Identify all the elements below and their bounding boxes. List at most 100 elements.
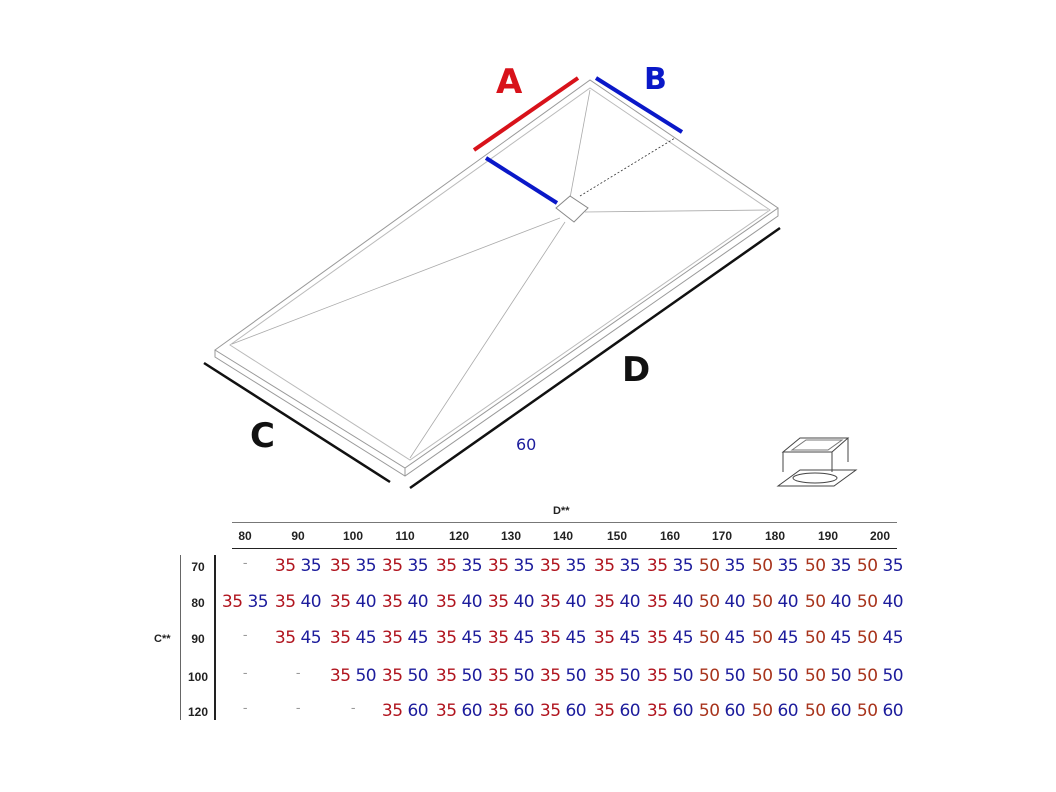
table-cell: 50 45 bbox=[751, 628, 799, 648]
value-a: 35 bbox=[593, 701, 615, 721]
table-cell: 50 60 bbox=[804, 701, 852, 721]
value-a: 35 bbox=[381, 666, 403, 686]
value-b: 50 bbox=[667, 666, 694, 686]
column-header-80: 80 bbox=[238, 529, 252, 543]
table-cell: 50 60 bbox=[698, 701, 746, 721]
value-b: 45 bbox=[402, 628, 429, 648]
table-cell: 35 35 bbox=[594, 556, 641, 576]
value-a: 50 bbox=[698, 628, 720, 648]
table-cell: 50 45 bbox=[857, 628, 904, 648]
table-cell: - bbox=[295, 701, 301, 716]
column-header-160: 160 bbox=[659, 529, 681, 543]
value-a: 50 bbox=[856, 666, 878, 686]
value-a: 50 bbox=[751, 592, 773, 612]
value-a: 50 bbox=[751, 666, 773, 686]
table-cell: 35 40 bbox=[593, 592, 641, 612]
table-cell: 50 35 bbox=[857, 556, 904, 576]
value-a: 35 bbox=[646, 556, 668, 576]
value-b: 50 bbox=[456, 666, 483, 686]
column-header-100: 100 bbox=[342, 529, 364, 543]
table-cell: - bbox=[242, 556, 248, 571]
note-60: 60 bbox=[516, 435, 537, 454]
value-a: 50 bbox=[804, 666, 826, 686]
column-header-130: 130 bbox=[500, 529, 522, 543]
table-cell: 35 40 bbox=[382, 592, 429, 612]
value-b: 60 bbox=[719, 701, 746, 721]
value-b: 40 bbox=[402, 592, 429, 612]
column-header-200: 200 bbox=[869, 529, 891, 543]
dimension-a-line bbox=[472, 76, 580, 152]
table-cell: 35 60 bbox=[593, 701, 641, 721]
table-cell: 35 45 bbox=[436, 628, 483, 648]
table-cell: 35 35 bbox=[329, 556, 377, 576]
table-cell: 35 45 bbox=[488, 628, 535, 648]
value-b: 40 bbox=[508, 592, 535, 612]
table-cell: 35 45 bbox=[382, 628, 429, 648]
row-rule-outer bbox=[180, 555, 181, 720]
value-b: 40 bbox=[877, 592, 904, 612]
label-c: C bbox=[250, 416, 275, 456]
value-b: 60 bbox=[825, 701, 852, 721]
column-header-90: 90 bbox=[291, 529, 305, 543]
value-a: 50 bbox=[698, 701, 720, 721]
value-b: 45 bbox=[877, 628, 904, 648]
value-a: 35 bbox=[329, 666, 351, 686]
value-a: 35 bbox=[539, 556, 561, 576]
value-a: 35 bbox=[593, 592, 615, 612]
table-cell: 35 45 bbox=[330, 628, 377, 648]
value-a: 50 bbox=[698, 666, 720, 686]
table-cell: 35 45 bbox=[593, 628, 641, 648]
value-b: 60 bbox=[560, 701, 587, 721]
table-cell: 35 60 bbox=[436, 701, 483, 721]
value-a: 35 bbox=[646, 592, 668, 612]
value-a: 35 bbox=[487, 556, 509, 576]
table-cell: 50 40 bbox=[805, 592, 852, 612]
value-b: 40 bbox=[456, 592, 483, 612]
table-cell: 35 35 bbox=[222, 592, 269, 612]
value-b: 60 bbox=[667, 701, 694, 721]
table-cell: 35 40 bbox=[539, 592, 587, 612]
table-cell: 35 60 bbox=[540, 701, 587, 721]
value-b: 60 bbox=[402, 701, 429, 721]
value-a: 35 bbox=[435, 592, 457, 612]
table-cell: 50 60 bbox=[857, 701, 904, 721]
table-cell: 35 50 bbox=[594, 666, 641, 686]
value-a: 35 bbox=[329, 592, 351, 612]
table-cell: 35 50 bbox=[436, 666, 483, 686]
table-cell: 35 40 bbox=[329, 592, 377, 612]
value-a: 35 bbox=[329, 556, 351, 576]
column-header-170: 170 bbox=[711, 529, 733, 543]
value-b: 50 bbox=[508, 666, 535, 686]
value-b: 60 bbox=[772, 701, 799, 721]
value-a: 50 bbox=[804, 701, 826, 721]
table-cell: 35 50 bbox=[329, 666, 377, 686]
table-cell: 35 50 bbox=[488, 666, 535, 686]
row-group-label: C** bbox=[154, 633, 171, 645]
column-header-150: 150 bbox=[606, 529, 628, 543]
value-b: 45 bbox=[772, 628, 799, 648]
value-b: 40 bbox=[560, 592, 587, 612]
table-cell: - bbox=[295, 666, 301, 681]
value-b: 35 bbox=[667, 556, 694, 576]
table-cell: 50 50 bbox=[751, 666, 799, 686]
value-b: 45 bbox=[825, 628, 852, 648]
row-header-70: 70 bbox=[191, 560, 205, 574]
label-a: A bbox=[496, 62, 523, 102]
value-b: 50 bbox=[560, 666, 587, 686]
value-a: 50 bbox=[751, 701, 773, 721]
value-b: 60 bbox=[877, 701, 904, 721]
header-top-rule bbox=[232, 522, 897, 523]
table-cell: 35 40 bbox=[487, 592, 535, 612]
value-b: 45 bbox=[719, 628, 746, 648]
value-a: 50 bbox=[751, 628, 773, 648]
tray-outline bbox=[214, 79, 779, 477]
value-b: 35 bbox=[614, 556, 641, 576]
table-cell: 50 35 bbox=[752, 556, 799, 576]
dimension-b-line bbox=[594, 76, 684, 134]
table-cell: 35 40 bbox=[275, 592, 322, 612]
value-a: 35 bbox=[539, 592, 561, 612]
table-cell: 50 35 bbox=[699, 556, 746, 576]
value-a: 35 bbox=[593, 628, 615, 648]
value-a: 35 bbox=[487, 592, 509, 612]
table-cell: - bbox=[242, 666, 248, 681]
